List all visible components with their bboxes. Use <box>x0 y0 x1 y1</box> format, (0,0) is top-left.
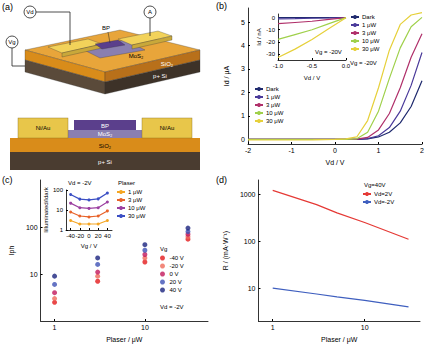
svg-text:-1.0: -1.0 <box>273 63 284 69</box>
svg-text:-40 V: -40 V <box>170 255 184 261</box>
svg-text:Dark: Dark <box>266 86 280 92</box>
svg-text:Ni/Au: Ni/Au <box>36 125 51 131</box>
svg-text:R / (mA·W⁻¹): R / (mA·W⁻¹) <box>222 231 230 270</box>
svg-text:1: 1 <box>271 324 275 331</box>
svg-text:100: 100 <box>26 224 38 231</box>
svg-text:20: 20 <box>95 233 102 239</box>
svg-text:10: 10 <box>361 324 369 331</box>
svg-text:30 μW: 30 μW <box>128 213 146 219</box>
svg-text:Vg = -20V: Vg = -20V <box>315 49 342 55</box>
svg-text:BP: BP <box>101 123 109 129</box>
svg-text:(c): (c) <box>2 175 13 185</box>
svg-text:10: 10 <box>248 285 256 292</box>
svg-text:1000: 1000 <box>240 191 256 198</box>
svg-text:-2: -2 <box>245 147 251 154</box>
svg-text:Vd / V: Vd / V <box>304 75 320 81</box>
svg-text:-30: -30 <box>266 51 275 57</box>
svg-text:4: 4 <box>241 42 245 49</box>
svg-text:Vg=40V: Vg=40V <box>364 182 386 188</box>
svg-text:100: 100 <box>53 187 64 193</box>
svg-text:-20: -20 <box>75 233 84 239</box>
svg-text:Vg = -20V: Vg = -20V <box>350 60 377 66</box>
svg-text:1 μW: 1 μW <box>128 189 142 195</box>
svg-text:0: 0 <box>333 147 337 154</box>
svg-text:Dark: Dark <box>362 14 376 20</box>
svg-text:40 V: 40 V <box>170 287 182 293</box>
svg-text:3 μW: 3 μW <box>266 102 280 108</box>
svg-text:p+ Si: p+ Si <box>153 73 167 79</box>
svg-text:Vg: Vg <box>160 246 167 252</box>
svg-text:1: 1 <box>241 112 245 119</box>
svg-text:SiO₂: SiO₂ <box>99 143 112 149</box>
svg-text:0: 0 <box>241 136 245 143</box>
svg-text:1 μW: 1 μW <box>266 94 280 100</box>
svg-text:Id / μA: Id / μA <box>223 65 231 86</box>
svg-text:30 μW: 30 μW <box>362 46 380 52</box>
svg-text:Id / nA: Id / nA <box>256 28 262 45</box>
svg-text:-20: -20 <box>266 39 275 45</box>
svg-text:3 μW: 3 μW <box>128 197 142 203</box>
svg-text:Vd=-2V: Vd=-2V <box>374 199 394 205</box>
svg-text:-40: -40 <box>66 233 75 239</box>
svg-text:10: 10 <box>30 271 38 278</box>
svg-text:10: 10 <box>56 207 63 213</box>
svg-text:10 μW: 10 μW <box>128 205 146 211</box>
svg-text:(a): (a) <box>2 2 13 12</box>
svg-text:1: 1 <box>53 324 57 331</box>
svg-text:1: 1 <box>60 227 64 233</box>
svg-text:10: 10 <box>141 324 149 331</box>
svg-text:Ni/Au: Ni/Au <box>160 125 175 131</box>
svg-text:(d): (d) <box>216 175 227 185</box>
svg-text:p+ Si: p+ Si <box>98 159 112 165</box>
svg-text:3: 3 <box>241 65 245 72</box>
svg-text:3 μW: 3 μW <box>362 30 376 36</box>
svg-text:-10: -10 <box>266 27 275 33</box>
svg-text:SiO₂: SiO₂ <box>161 61 174 67</box>
svg-text:2: 2 <box>420 147 424 154</box>
svg-text:Plaser / μW: Plaser / μW <box>106 336 143 344</box>
svg-text:1: 1 <box>377 147 381 154</box>
svg-text:10 μW: 10 μW <box>266 110 284 116</box>
svg-text:Iph: Iph <box>8 246 16 256</box>
svg-text:5: 5 <box>241 19 245 26</box>
svg-text:Iilluminated/Idark: Iilluminated/Idark <box>43 186 49 232</box>
svg-text:Vd: Vd <box>26 9 33 15</box>
svg-text:A: A <box>148 9 152 15</box>
svg-text:-0.5: -0.5 <box>307 63 318 69</box>
svg-text:Vd = -2V: Vd = -2V <box>68 180 92 186</box>
svg-text:Vg: Vg <box>8 39 15 45</box>
svg-text:0 V: 0 V <box>170 271 179 277</box>
svg-text:Vd = -2V: Vd = -2V <box>160 304 184 310</box>
svg-text:Plaser / μW: Plaser / μW <box>321 336 358 344</box>
svg-text:-20 V: -20 V <box>170 263 184 269</box>
svg-text:(b): (b) <box>216 1 227 11</box>
svg-text:100: 100 <box>244 238 256 245</box>
svg-text:MoS₂: MoS₂ <box>98 131 113 137</box>
svg-text:MoS₂: MoS₂ <box>129 53 144 59</box>
svg-text:Plaser: Plaser <box>118 180 135 186</box>
svg-text:BP: BP <box>102 25 110 31</box>
svg-text:0: 0 <box>272 15 276 21</box>
svg-text:20 V: 20 V <box>170 279 182 285</box>
svg-text:2: 2 <box>241 89 245 96</box>
svg-text:Vg / V: Vg / V <box>81 243 97 249</box>
svg-text:1 μW: 1 μW <box>362 22 376 28</box>
svg-text:-1: -1 <box>288 147 294 154</box>
svg-text:Vd=2V: Vd=2V <box>374 191 392 197</box>
svg-text:30 μW: 30 μW <box>266 118 284 124</box>
svg-text:0: 0 <box>87 233 91 239</box>
svg-text:10 μW: 10 μW <box>362 38 380 44</box>
svg-text:Vd / V: Vd / V <box>325 159 344 166</box>
svg-text:0.0: 0.0 <box>342 63 351 69</box>
svg-text:40: 40 <box>104 233 111 239</box>
